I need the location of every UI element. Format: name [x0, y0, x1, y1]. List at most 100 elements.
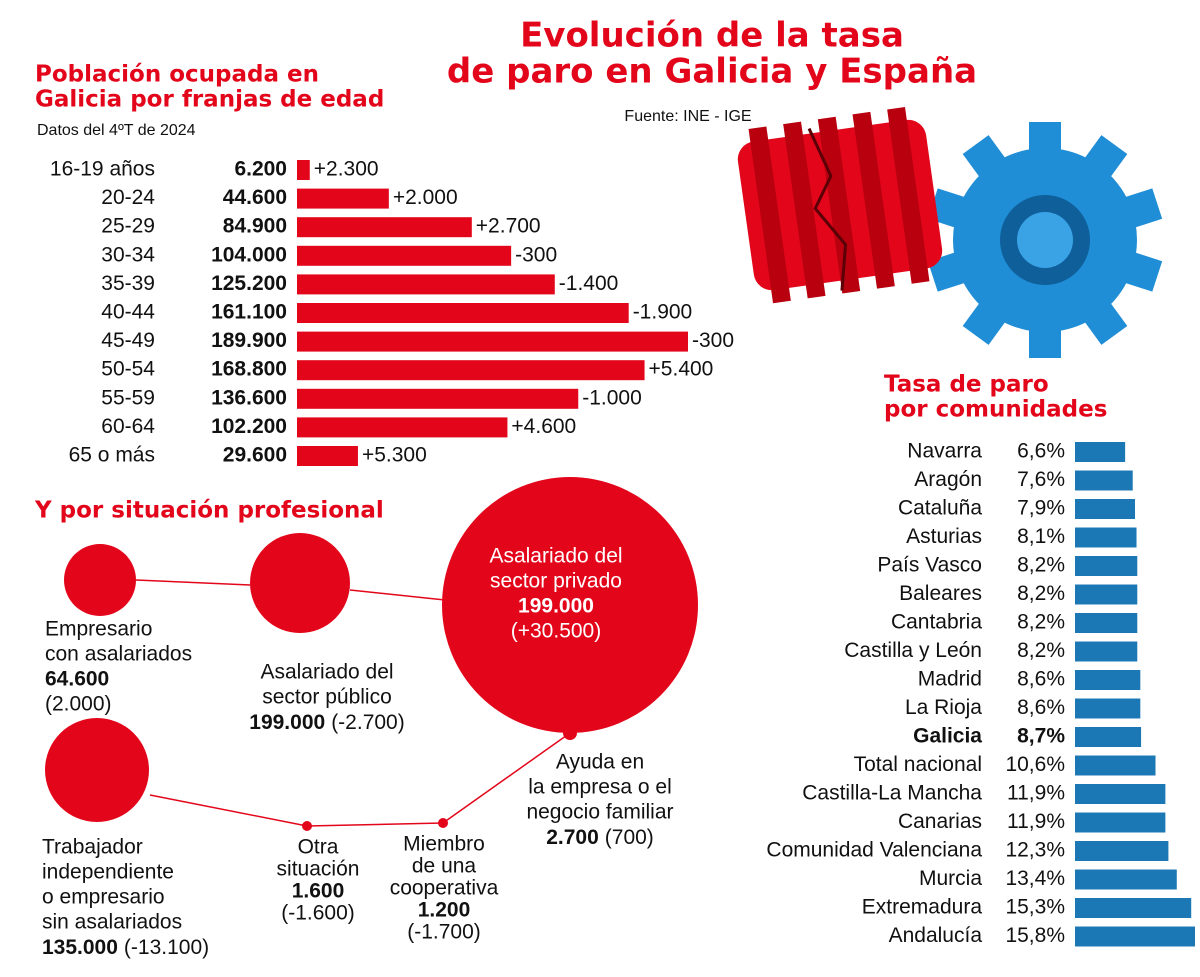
change-label: +5.400 — [649, 358, 714, 381]
value-label: 104.000 — [211, 243, 287, 266]
category-label: Extremadura — [862, 896, 983, 919]
chart-title: Población ocupada en — [35, 62, 319, 88]
situation-label: cooperativa — [390, 877, 499, 900]
bar — [297, 188, 389, 209]
change-label: (-13.100) — [124, 936, 209, 959]
category-label: Canarias — [898, 810, 982, 833]
bar — [1075, 869, 1177, 890]
gear-illustration — [737, 107, 1163, 358]
category-label: La Rioja — [905, 696, 982, 719]
category-label: Castilla y León — [844, 639, 982, 662]
bar — [1075, 841, 1169, 861]
value-label: 12,3% — [1005, 839, 1065, 862]
change-label: (2.000) — [45, 693, 112, 716]
category-label: Navarra — [907, 440, 982, 463]
bar — [297, 274, 555, 295]
value-label: 8,2% — [1017, 611, 1065, 634]
change-label: -1.400 — [559, 272, 619, 295]
situation-label: sin asalariados — [42, 911, 182, 934]
value-label: 1.600 — [292, 880, 345, 903]
category-label: Baleares — [899, 582, 982, 605]
value-label: 189.900 — [211, 329, 287, 352]
change-label: (-1.600) — [281, 902, 355, 925]
bar — [1075, 698, 1141, 719]
category-label: 20-24 — [101, 186, 155, 209]
change-label: (-1.700) — [407, 921, 481, 944]
category-label: Castilla-La Mancha — [802, 782, 982, 805]
value-label: 135.000 — [42, 936, 118, 959]
bar — [1075, 613, 1138, 633]
bar — [1075, 641, 1138, 662]
bubble — [64, 544, 136, 616]
value-label: 11,9% — [1007, 782, 1065, 805]
change-label: +5.300 — [362, 444, 427, 467]
chart-subtitle: Datos del 4ºT de 2024 — [37, 122, 196, 139]
bar — [1075, 584, 1138, 605]
value-label: 8,2% — [1017, 639, 1065, 662]
value-label: 2.700 — [546, 826, 599, 849]
value-label: 161.100 — [211, 301, 287, 324]
value-label: 11,9% — [1007, 810, 1065, 833]
connector — [349, 589, 446, 601]
category-label: Galicia — [913, 725, 982, 748]
bar — [1075, 727, 1142, 747]
change-label: -300 — [515, 243, 557, 266]
value-label: 8,6% — [1017, 696, 1065, 719]
value-label: 125.200 — [211, 272, 287, 295]
bar — [1075, 499, 1135, 519]
value-label: 7,9% — [1017, 497, 1065, 520]
category-label: País Vasco — [877, 554, 982, 577]
value-label: 199.000 — [518, 595, 594, 618]
value-label: 102.200 — [211, 415, 287, 438]
value-line: 2.700 (700) — [546, 826, 654, 849]
value-label: 29.600 — [223, 444, 287, 467]
value-label: 1.200 — [418, 899, 471, 922]
change-label: +2.700 — [476, 215, 541, 238]
value-label: 44.600 — [223, 186, 287, 209]
value-label: 15,3% — [1005, 896, 1065, 919]
change-label: -300 — [692, 329, 734, 352]
chart-title: por comunidades — [884, 397, 1107, 423]
category-label: Cantabria — [891, 611, 982, 634]
situation-label: sector público — [262, 686, 392, 709]
bar — [1075, 527, 1137, 548]
situation-label: de una — [412, 855, 477, 878]
bar — [1075, 755, 1156, 776]
bar — [1075, 442, 1126, 462]
change-label: +2.000 — [393, 186, 458, 209]
change-label: (700) — [605, 826, 654, 849]
section-title: Y por situación profesional — [34, 498, 384, 524]
situation-label: independiente — [42, 861, 174, 884]
bar — [297, 331, 688, 352]
bar — [297, 388, 579, 409]
bubble — [438, 818, 448, 828]
main-title: Evolución de la tasa — [520, 16, 904, 56]
situation-label: negocio familiar — [526, 801, 673, 824]
value-label: 8,7% — [1017, 725, 1065, 748]
situation-label: Asalariado del — [260, 661, 393, 684]
situation-label: Empresario — [45, 618, 152, 641]
connector — [135, 579, 251, 586]
category-label: Andalucía — [889, 924, 983, 947]
bar — [297, 160, 310, 180]
bubble — [302, 821, 312, 831]
value-label: 64.600 — [45, 668, 109, 691]
bar — [297, 303, 629, 323]
situation-label: o empresario — [42, 886, 165, 909]
bubble — [250, 533, 350, 633]
change-label: +4.600 — [511, 415, 576, 438]
bar — [297, 446, 358, 466]
category-label: 25-29 — [101, 215, 155, 238]
value-line: 135.000 (-13.100) — [42, 936, 209, 959]
category-label: Madrid — [918, 668, 982, 691]
bar — [297, 360, 645, 381]
connector — [149, 794, 308, 827]
bar — [1075, 556, 1138, 576]
situation-label: con asalariados — [45, 643, 192, 666]
value-label: 84.900 — [223, 215, 287, 238]
category-label: 50-54 — [101, 358, 155, 381]
category-label: 16-19 años — [50, 158, 155, 181]
bar — [1075, 784, 1166, 804]
category-label: Comunidad Valenciana — [766, 839, 982, 862]
